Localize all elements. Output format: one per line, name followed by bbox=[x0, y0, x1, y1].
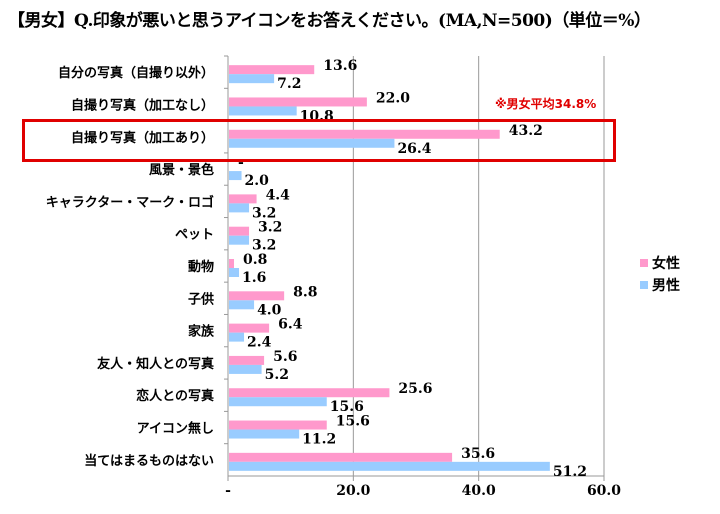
bar-male bbox=[229, 429, 300, 439]
value-label-female: 25.6 bbox=[398, 381, 432, 397]
value-label-male: 51.2 bbox=[553, 464, 587, 480]
bar-male bbox=[229, 235, 250, 245]
legend-swatch-female bbox=[640, 259, 648, 267]
value-label-male: 2.4 bbox=[247, 335, 272, 351]
bar-female bbox=[229, 129, 500, 139]
category-label: 家族 bbox=[188, 324, 215, 340]
category-label: 自分の写真（自撮り以外） bbox=[58, 65, 214, 81]
value-label-female: 5.6 bbox=[273, 349, 297, 365]
bar-male bbox=[229, 74, 275, 84]
bar-male bbox=[229, 106, 297, 116]
value-label-male: 1.6 bbox=[242, 270, 266, 286]
bar-female bbox=[229, 194, 257, 204]
value-label-male: 15.6 bbox=[330, 399, 364, 415]
category-label: アイコン無し bbox=[137, 421, 214, 437]
value-label-male: 11.2 bbox=[302, 432, 336, 448]
x-tick-label: 40.0 bbox=[462, 483, 496, 499]
category-label: 風景・景色 bbox=[149, 162, 214, 178]
legend-label-male: 男性 bbox=[652, 278, 680, 294]
value-label-male: 7.2 bbox=[277, 76, 301, 92]
bar-female bbox=[229, 355, 265, 365]
value-label-female: 6.4 bbox=[278, 317, 303, 333]
bar-male bbox=[229, 397, 327, 407]
bar-female bbox=[229, 97, 367, 107]
category-label: キャラクター・マーク・ロゴ bbox=[46, 194, 214, 210]
bar-female bbox=[229, 226, 250, 236]
category-label: 自撮り写真（加工あり） bbox=[71, 130, 214, 146]
x-tick-label: - bbox=[225, 483, 231, 499]
value-label-female: 35.6 bbox=[461, 446, 495, 462]
bar-male bbox=[229, 364, 262, 374]
category-label: 子供 bbox=[188, 291, 214, 307]
value-label-female: 8.8 bbox=[293, 284, 317, 300]
value-label-female: 22.0 bbox=[376, 90, 410, 106]
bar-female bbox=[229, 420, 327, 430]
value-label-female: 0.8 bbox=[243, 252, 267, 268]
value-label-female: 3.2 bbox=[258, 220, 282, 236]
value-label-female: 13.6 bbox=[323, 58, 357, 74]
value-label-male: 3.2 bbox=[252, 205, 276, 221]
bar-male bbox=[229, 300, 255, 310]
bar-female bbox=[229, 65, 315, 75]
bar-male bbox=[229, 332, 245, 342]
bar-male bbox=[229, 203, 250, 213]
value-label-male: 4.0 bbox=[257, 302, 282, 318]
category-label: 当てはまるものはない bbox=[84, 453, 214, 469]
value-label-female: 43.2 bbox=[509, 123, 543, 139]
annotation-average: ※男女平均34.8% bbox=[495, 97, 597, 111]
bar-female bbox=[229, 452, 453, 462]
value-label-male: 5.2 bbox=[265, 367, 289, 383]
category-label: 自撮り写真（加工なし） bbox=[71, 97, 214, 113]
value-label-male: 26.4 bbox=[397, 141, 431, 157]
value-label-male: 3.2 bbox=[252, 238, 276, 254]
bar-male bbox=[229, 268, 240, 277]
legend-item-male: 男性 bbox=[640, 275, 680, 295]
category-label: ペット bbox=[175, 228, 214, 243]
value-label-female: - bbox=[238, 155, 244, 171]
chart-title: 【男女】Q.印象が悪いと思うアイコンをお答えください。(MA,N=500)（単位… bbox=[8, 11, 651, 31]
bar-female bbox=[229, 388, 390, 398]
bar-female bbox=[229, 323, 270, 333]
bar-female bbox=[229, 259, 235, 268]
x-tick-label: 60.0 bbox=[587, 483, 621, 499]
value-label-male: 2.0 bbox=[245, 173, 270, 189]
bar-male bbox=[229, 138, 395, 148]
value-label-female: 4.4 bbox=[266, 187, 291, 203]
x-tick-label: 20.0 bbox=[336, 483, 370, 499]
bar-male bbox=[229, 461, 550, 471]
legend-label-female: 女性 bbox=[652, 256, 680, 272]
bar-male bbox=[229, 171, 242, 181]
highlight-box bbox=[22, 119, 616, 162]
legend-item-female: 女性 bbox=[640, 253, 680, 273]
value-label-female: 15.6 bbox=[336, 414, 370, 430]
category-label: 友人・知人との写真 bbox=[97, 356, 214, 372]
legend-swatch-male bbox=[640, 281, 648, 289]
bar-female bbox=[229, 291, 285, 301]
category-label: 動物 bbox=[188, 259, 214, 275]
category-label: 恋人との写真 bbox=[136, 388, 214, 404]
